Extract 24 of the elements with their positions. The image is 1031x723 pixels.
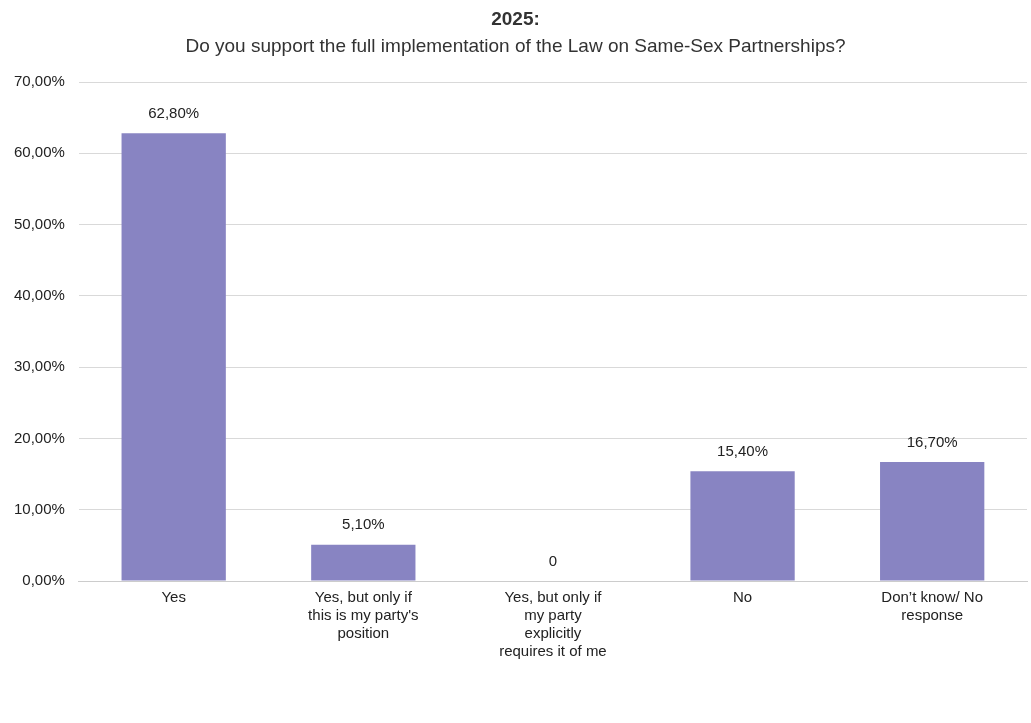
- data-label: 5,10%: [342, 515, 385, 533]
- data-label: 62,80%: [148, 103, 200, 121]
- x-tick-label: Yes, but only if my party explicitly requires it of me: [499, 588, 607, 660]
- y-tick-label: 10,00%: [14, 499, 65, 517]
- x-tick-label: Yes, but only if this is my party's position: [308, 588, 419, 642]
- y-tick-label: 50,00%: [14, 214, 65, 232]
- data-label: 15,40%: [717, 441, 768, 459]
- bar: [690, 471, 795, 581]
- bar: [880, 461, 985, 581]
- data-label: 16,70%: [906, 432, 958, 450]
- x-tick-label: Yes: [161, 588, 186, 606]
- y-tick-label: 70,00%: [14, 72, 65, 90]
- chart-subtitle: Do you support the full implementation of the Law on Same-Sex Partnerships?: [184, 34, 847, 58]
- x-tick-label: No: [732, 588, 753, 606]
- y-tick-label: 20,00%: [14, 428, 65, 446]
- chart-title: 2025:: [490, 7, 541, 30]
- data-label: 0: [548, 551, 558, 569]
- bar: [121, 133, 226, 581]
- bar: [311, 544, 416, 581]
- y-tick-label: 0,00%: [22, 571, 65, 589]
- y-tick-label: 40,00%: [14, 286, 65, 303]
- y-tick-label: 60,00%: [14, 143, 65, 161]
- y-tick-label: 30,00%: [14, 357, 65, 375]
- x-tick-label: Don’t know/ No response: [881, 588, 984, 624]
